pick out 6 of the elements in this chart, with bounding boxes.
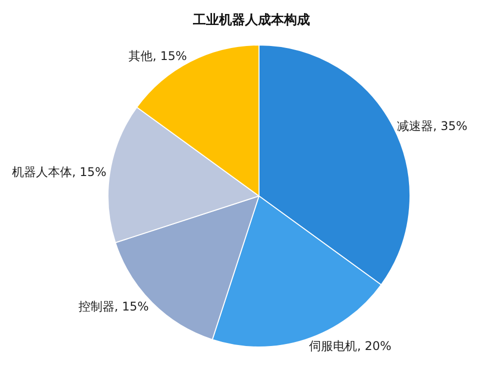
slice-label: 其他, 15%: [128, 48, 187, 63]
slice-label: 控制器, 15%: [78, 299, 149, 314]
slice-label: 伺服电机, 20%: [309, 338, 392, 353]
slice-label: 减速器, 35%: [397, 119, 468, 134]
chart-title: 工业机器人成本构成: [192, 13, 310, 28]
slice-label: 机器人本体, 15%: [12, 165, 106, 180]
